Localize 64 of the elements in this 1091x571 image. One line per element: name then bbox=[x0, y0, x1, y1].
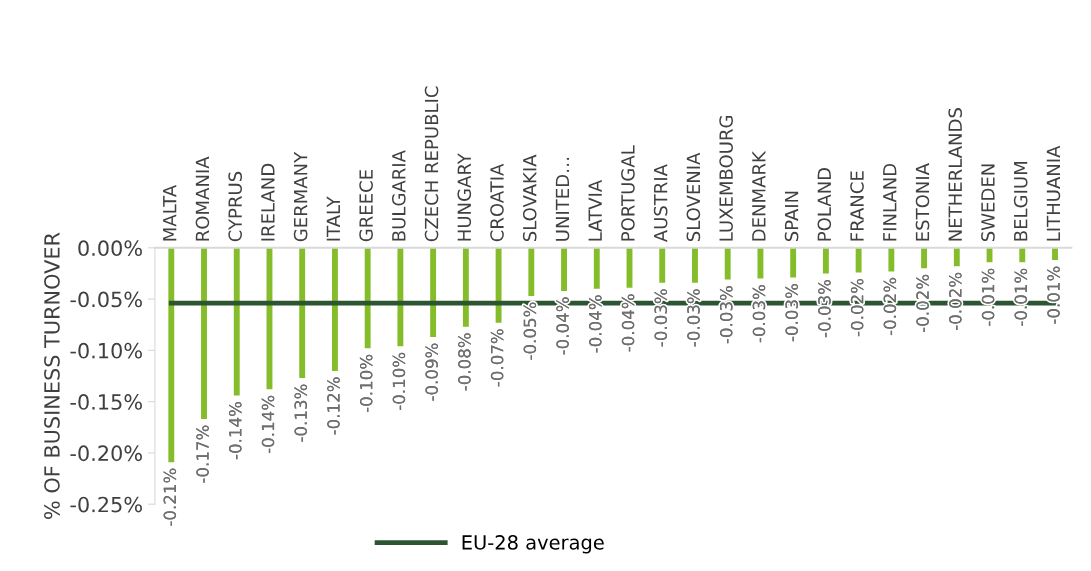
x-tick-label: LATVIA bbox=[588, 179, 602, 241]
y-tick-label: -0.15% bbox=[70, 394, 142, 410]
data-label: -0.14% bbox=[261, 395, 275, 454]
y-tick-label: -0.20% bbox=[70, 445, 142, 462]
x-tick-label: BELGIUM bbox=[1013, 162, 1028, 241]
x-tick-label: SWEDEN bbox=[981, 164, 995, 242]
data-label: -0.03% bbox=[687, 289, 700, 347]
data-label: -0.12% bbox=[327, 377, 340, 435]
x-tick-label: ESTONIA bbox=[915, 163, 930, 241]
data-label: -0.13% bbox=[294, 384, 308, 442]
data-label: -0.08% bbox=[458, 333, 471, 391]
x-tick-label: MALTA bbox=[163, 184, 177, 241]
data-label: -0.03% bbox=[654, 289, 668, 347]
y-tick-label: -0.05% bbox=[70, 291, 142, 308]
data-label: -0.01% bbox=[1014, 268, 1028, 326]
data-label: -0.03% bbox=[752, 285, 766, 343]
data-label: -0.10% bbox=[392, 352, 406, 410]
x-tick-label: HUNGARY bbox=[457, 153, 472, 241]
data-label: -0.09% bbox=[425, 343, 438, 401]
data-label: -0.07% bbox=[490, 329, 504, 387]
x-tick-label: GREECE bbox=[359, 170, 373, 242]
x-tick-label: ITALY bbox=[326, 196, 340, 241]
x-tick-label: NETHERLANDS bbox=[948, 108, 963, 241]
data-label: -0.04% bbox=[621, 294, 635, 352]
data-label: -0.01% bbox=[981, 268, 995, 326]
x-tick-label: LUXEMBOURG bbox=[719, 115, 733, 241]
data-label: -0.03% bbox=[818, 279, 831, 338]
x-tick-label: GERMANY bbox=[293, 151, 308, 242]
y-tick-label: 0.00% bbox=[78, 240, 142, 257]
data-label: -0.10% bbox=[359, 354, 373, 413]
data-label: -0.05% bbox=[523, 302, 537, 360]
data-label: -0.01% bbox=[1047, 266, 1060, 324]
legend-label: EU-28 average bbox=[462, 535, 604, 554]
x-tick-label: IRELAND bbox=[261, 163, 275, 241]
data-label: -0.02% bbox=[883, 277, 897, 336]
x-tick-label: SLOVAKIA bbox=[522, 154, 537, 242]
x-tick-label: BULGARIA bbox=[391, 150, 406, 241]
y-tick-label: -0.25% bbox=[70, 496, 142, 513]
x-tick-label: SLOVENIA bbox=[686, 152, 701, 242]
y-axis-title: % OF BUSINESS TURNOVER bbox=[44, 232, 60, 519]
data-label: -0.04% bbox=[556, 297, 569, 355]
x-tick-label: AUSTRIA bbox=[653, 164, 668, 243]
y-tick-label: -0.10% bbox=[70, 342, 142, 359]
x-tick-label: CROATIA bbox=[490, 163, 504, 242]
data-label: -0.03% bbox=[719, 286, 733, 344]
x-tick-label: SPAIN bbox=[784, 191, 799, 242]
x-tick-label: PORTUGAL bbox=[621, 145, 635, 241]
data-label: -0.21% bbox=[163, 468, 177, 526]
x-tick-label: UNITED… bbox=[555, 157, 570, 241]
data-label: -0.02% bbox=[916, 274, 929, 333]
data-label: -0.02% bbox=[850, 278, 864, 337]
x-tick-label: ROMANIA bbox=[195, 156, 210, 241]
x-tick-label: LITHUANIA bbox=[1046, 145, 1061, 241]
data-label: -0.17% bbox=[196, 425, 209, 483]
x-tick-label: FINLAND bbox=[883, 163, 897, 241]
x-tick-label: FRANCE bbox=[850, 171, 864, 241]
x-tick-label: DENMARK bbox=[752, 150, 766, 241]
x-tick-label: CYPRUS bbox=[228, 171, 242, 242]
x-tick-label: POLAND bbox=[817, 168, 832, 241]
x-tick-label: CZECH REPUBLIC bbox=[424, 86, 439, 242]
data-label: -0.04% bbox=[589, 295, 602, 353]
data-label: -0.02% bbox=[949, 272, 962, 330]
data-label: -0.14% bbox=[228, 401, 242, 460]
data-label: -0.03% bbox=[785, 284, 798, 342]
